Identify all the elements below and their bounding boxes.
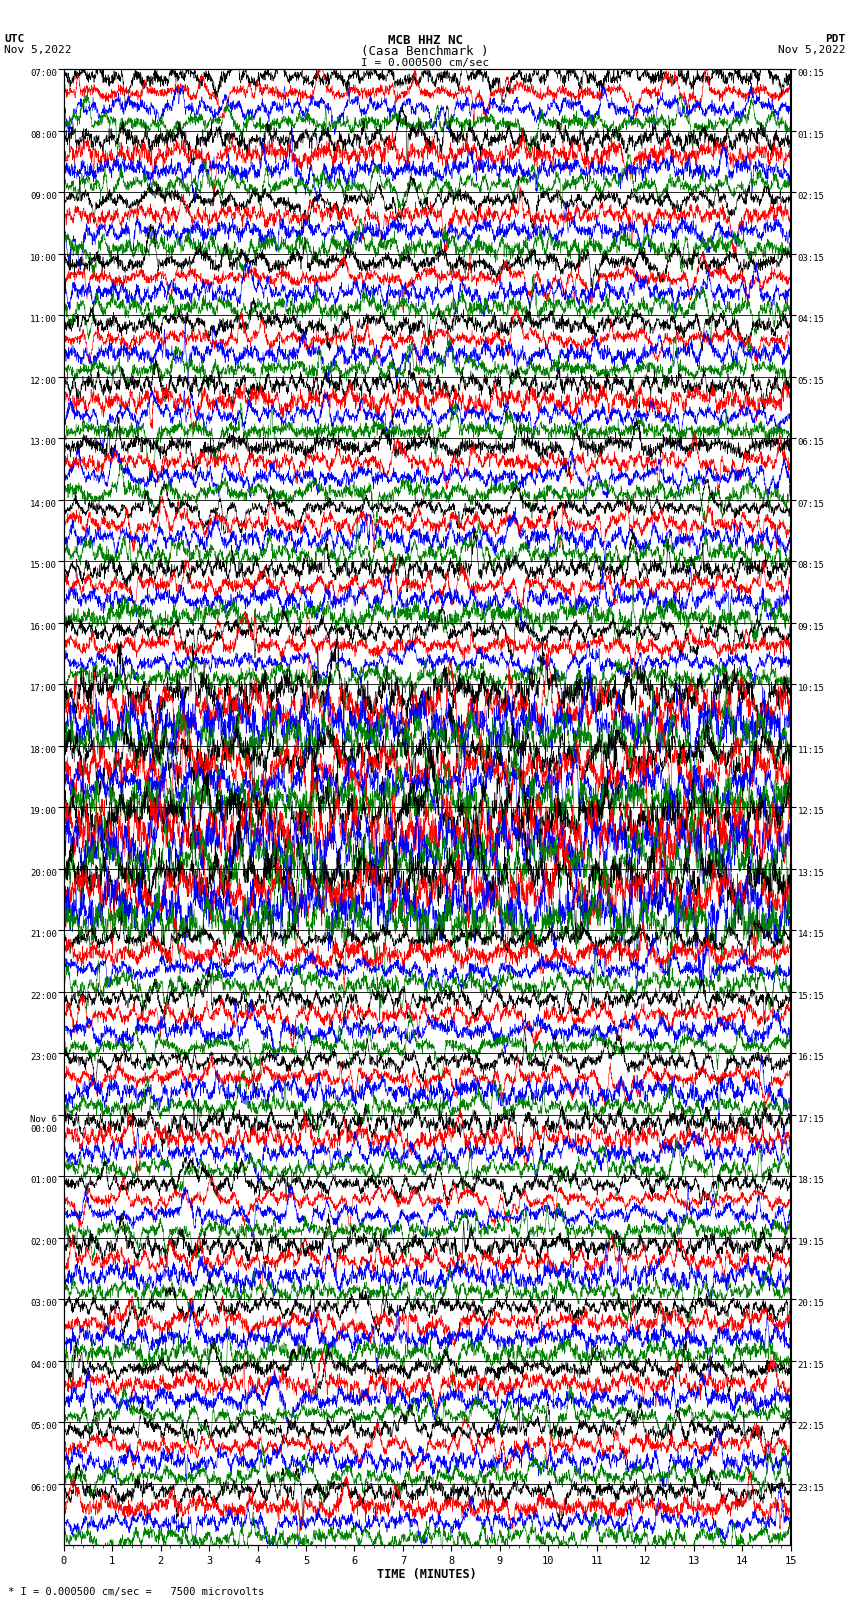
Text: * I = 0.000500 cm/sec =   7500 microvolts: * I = 0.000500 cm/sec = 7500 microvolts: [8, 1587, 264, 1597]
Text: (Casa Benchmark ): (Casa Benchmark ): [361, 45, 489, 58]
Text: UTC: UTC: [4, 34, 25, 44]
Text: MCB HHZ NC: MCB HHZ NC: [388, 34, 462, 47]
X-axis label: TIME (MINUTES): TIME (MINUTES): [377, 1568, 477, 1581]
Text: Nov 5,2022: Nov 5,2022: [779, 45, 846, 55]
Text: PDT: PDT: [825, 34, 846, 44]
Text: I = 0.000500 cm/sec: I = 0.000500 cm/sec: [361, 58, 489, 68]
Text: Nov 5,2022: Nov 5,2022: [4, 45, 71, 55]
